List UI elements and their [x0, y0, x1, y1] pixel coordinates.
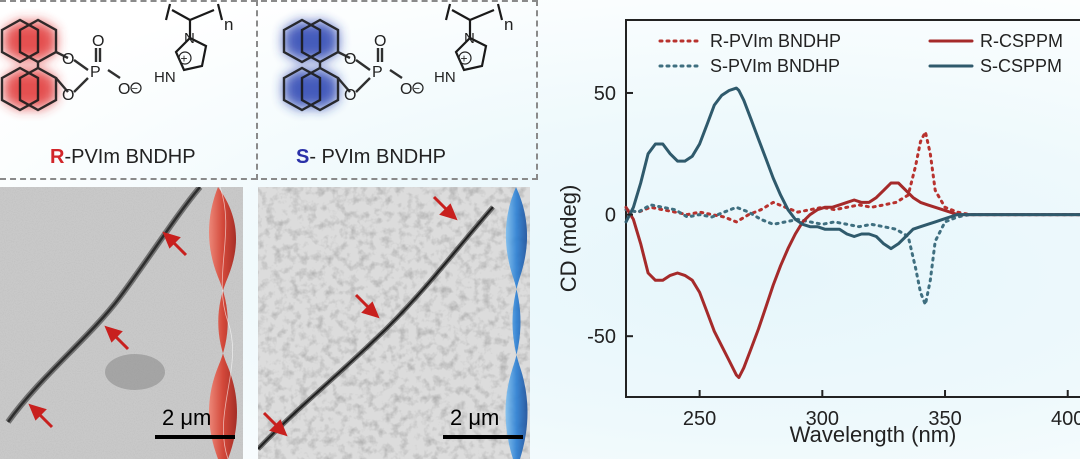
aggregate-r — [105, 354, 165, 390]
binaphthyl-s — [282, 18, 403, 112]
minus-sign-r: − — [132, 83, 138, 95]
y-tick-label-0: 0 — [605, 205, 616, 227]
helix-model-r — [209, 187, 237, 459]
plot-frame — [625, 19, 1080, 398]
panel-divider-right — [536, 0, 538, 180]
nitrogen-label-s: N — [464, 30, 475, 47]
binaphthyl-r — [0, 18, 121, 112]
binaphthyl-glow-r — [4, 20, 56, 110]
oxygen-label-s3: O — [374, 33, 386, 50]
oxygen-label-s1: O — [344, 51, 356, 68]
series-line-s-csppm — [624, 86, 1080, 251]
x-tick-label-350: 350 — [928, 408, 961, 430]
plus-charge-icon-r — [178, 51, 192, 65]
arrow-icon-s1 — [432, 195, 458, 221]
cd-chart-svg: 250 300 350 400 -50 0 50 R-PVIm BNDHP S-PVIm BN… — [556, 19, 1080, 447]
legend-label-1: S-PVIm BNDHP — [710, 56, 840, 76]
hn-label-s: HN — [434, 69, 456, 86]
binaphthyl-glow-s — [284, 20, 338, 110]
chemical-structure-s: O O P O O − N HN + n — [282, 3, 513, 112]
panel-divider-middle — [256, 0, 258, 180]
legend-label-3: S-CSPPM — [980, 56, 1062, 76]
oxygen-label-r1: O — [62, 51, 74, 68]
cd-spectrum-chart: 250 300 350 400 -50 0 50 R-PVIm BNDHP S-PVIm BN… — [540, 0, 1080, 459]
arrow-icon-r3 — [28, 403, 54, 429]
series-layer — [624, 86, 1080, 379]
tem-micrograph-s — [258, 187, 530, 459]
arrow-icon-r2 — [104, 325, 130, 351]
hn-label-r: HN — [154, 69, 176, 86]
legend-layer: R-PVIm BNDHP S-PVIm BNDHP R-CSPPM S-CSPPM — [658, 31, 1063, 76]
x-axis-label: Wavelength (nm) — [790, 422, 957, 447]
structure-s-pvim-bndhp: O O P O O − N HN + n S- PVIm BNDHP — [258, 0, 538, 180]
phosphorus-label-r: P — [90, 64, 101, 81]
caption-r: R-PVIm BNDHP — [50, 146, 196, 169]
caption-s-rest: - PVIm BNDHP — [309, 146, 447, 168]
y-tick-label-50: 50 — [594, 83, 616, 105]
panel-divider-top — [0, 0, 538, 2]
plus-charge-icon-s — [458, 51, 472, 65]
scale-bar-label-r: 2 μm — [162, 405, 212, 430]
scale-bar-r — [155, 435, 235, 439]
panel-divider-bottom — [0, 178, 538, 180]
arrow-icon-r1 — [162, 231, 188, 257]
structure-r-pvim-bndhp: O O P O O − N HN + n R-PVIm BNDHP — [0, 0, 255, 180]
x-tick-label-250: 250 — [683, 408, 716, 430]
arrow-icon-s3 — [262, 411, 288, 437]
x-tick-label-400: 400 — [1051, 408, 1080, 430]
fiber-core-s — [258, 206, 494, 450]
plus-sign-s: + — [461, 52, 468, 66]
phosphorus-label-s: P — [372, 64, 383, 81]
y-tick-label--50: -50 — [587, 326, 616, 348]
subscript-n-s: n — [504, 15, 513, 34]
nitrogen-label-r: N — [184, 30, 195, 47]
oxygen-label-s2: O — [344, 87, 356, 104]
tem-image-s: 2 μm — [258, 187, 530, 459]
oxygen-label-r4: O — [118, 81, 130, 98]
oxygen-label-r3: O — [92, 33, 104, 50]
scale-bar-s — [443, 435, 523, 439]
minus-sign-s: − — [414, 83, 420, 95]
enantiomer-label-r: R — [50, 146, 65, 168]
tem-image-r: 2 μm — [0, 187, 243, 459]
subscript-n-r: n — [224, 15, 233, 34]
x-tick-label-300: 300 — [806, 408, 839, 430]
minus-charge-icon-r — [130, 82, 142, 94]
axis-layer: 250 300 350 400 -50 0 50 — [587, 83, 1080, 430]
series-line-s-pvim-bndhp — [624, 203, 1080, 307]
oxygen-label-s4: O — [400, 81, 412, 98]
series-line-r-pvim-bndhp — [624, 130, 1080, 224]
enantiomer-label-s: S — [296, 146, 310, 168]
minus-charge-icon-s — [412, 82, 424, 94]
plus-sign-r: + — [181, 52, 188, 66]
plot-border — [625, 19, 1080, 398]
scale-bar-label-s: 2 μm — [450, 405, 500, 430]
helix-model-s — [505, 187, 528, 459]
legend-label-0: R-PVIm BNDHP — [710, 31, 841, 51]
chemical-structure-r: O O P O O − N HN + n — [0, 3, 233, 112]
fiber-core-r — [6, 187, 201, 423]
imidazolium-ring-r — [164, 3, 224, 72]
legend-label-2: R-CSPPM — [980, 31, 1063, 51]
imidazolium-ring-s — [444, 3, 504, 72]
y-axis-label: CD (mdeg) — [556, 185, 581, 293]
caption-s: S- PVIm BNDHP — [296, 146, 446, 169]
tem-micrograph-r — [0, 187, 243, 459]
series-line-r-csppm — [624, 181, 1080, 379]
arrow-icon-s2 — [354, 293, 380, 319]
caption-r-rest: -PVIm BNDHP — [64, 146, 196, 168]
oxygen-label-r2: O — [62, 87, 74, 104]
